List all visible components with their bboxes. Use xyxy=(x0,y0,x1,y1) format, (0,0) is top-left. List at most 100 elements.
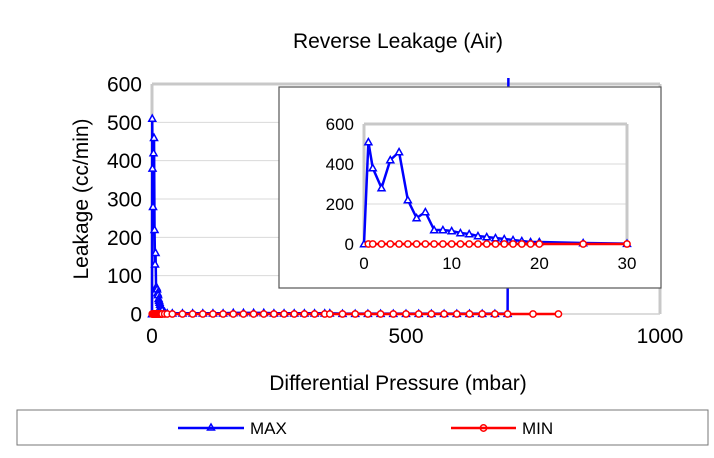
main-data-point-min xyxy=(270,310,278,318)
inset-data-point-max xyxy=(376,182,387,192)
inset-data-point-max xyxy=(464,228,474,238)
inset-data-point-min xyxy=(465,240,474,248)
inset-data-point-max xyxy=(394,146,404,156)
inset-x-tick-label: 10 xyxy=(442,254,461,273)
inset-data-point-min xyxy=(447,240,456,248)
inset-data-point-min xyxy=(579,240,588,248)
main-data-point-min xyxy=(427,310,436,318)
legend: MAX MIN xyxy=(16,409,709,446)
inset-data-point-min xyxy=(439,240,447,248)
x-axis-label: Differential Pressure (mbar) xyxy=(269,372,527,395)
inset-data-point-min xyxy=(395,240,403,248)
inset-data-point-min xyxy=(535,240,544,248)
inset-data-point-min xyxy=(526,240,535,248)
inset-data-point-min xyxy=(509,240,517,248)
inset-data-point-max xyxy=(455,227,466,237)
main-data-point-min xyxy=(239,310,248,318)
main-data-point-max xyxy=(150,247,161,257)
inset-data-point-max xyxy=(420,206,431,216)
legend-entry-min[interactable]: MIN xyxy=(451,419,553,438)
inset-data-point-max xyxy=(411,212,422,222)
main-y-tick-label: 400 xyxy=(107,150,142,173)
legend-entry-max[interactable]: MAX xyxy=(178,419,287,438)
main-data-point-min xyxy=(229,310,238,318)
main-data-point-min xyxy=(351,310,360,318)
inset-data-point-min xyxy=(623,240,631,248)
main-data-point-min xyxy=(554,310,563,318)
main-data-point-max xyxy=(148,201,158,211)
inset-data-point-max xyxy=(438,224,448,234)
inset-x-tick-label: 30 xyxy=(618,254,637,273)
inset-data-point-max xyxy=(473,230,483,240)
main-y-tick-label: 500 xyxy=(107,112,142,135)
chart-title: Reverse Leakage (Air) xyxy=(293,30,503,53)
main-data-point-min xyxy=(491,310,499,318)
main-data-point-min xyxy=(209,310,217,318)
inset-data-point-min xyxy=(491,240,500,248)
main-data-point-max xyxy=(149,132,159,142)
inset-data-point-min xyxy=(368,240,377,248)
inset-frame xyxy=(278,86,662,289)
main-data-point-min xyxy=(310,310,319,318)
inset-data-point-min xyxy=(421,240,430,248)
main-data-point-min xyxy=(389,310,398,318)
y-axis-label: Leakage (cc/min) xyxy=(70,118,93,279)
main-data-point-min xyxy=(188,310,197,318)
inset-data-point-max xyxy=(446,225,457,235)
main-data-point-min xyxy=(440,310,449,318)
main-data-point-min xyxy=(529,310,537,318)
main-data-point-max xyxy=(147,163,158,172)
main-data-point-min xyxy=(465,310,474,318)
main-data-point-min xyxy=(376,310,385,318)
inset-data-point-max xyxy=(481,231,492,241)
main-data-point-min xyxy=(414,310,423,318)
legend-max-triangle-icon xyxy=(206,422,216,431)
inset-y-tick-label: 400 xyxy=(326,155,354,174)
legend-min-circle-icon xyxy=(479,424,488,432)
main-y-tick-label: 200 xyxy=(107,227,142,250)
inset-data-point-min xyxy=(517,240,526,248)
inset-y-tick-label: 0 xyxy=(345,235,354,254)
main-y-tick-label: 300 xyxy=(107,189,142,212)
main-x-tick-label: 0 xyxy=(146,325,158,348)
main-data-point-min xyxy=(402,310,410,318)
main-data-point-min xyxy=(325,310,334,318)
main-y-tick-label: 100 xyxy=(107,265,142,288)
main-data-point-min xyxy=(259,310,268,318)
inset-data-point-min xyxy=(412,240,421,248)
main-data-point-min xyxy=(503,310,512,318)
inset-data-point-min xyxy=(377,240,386,248)
main-data-point-min xyxy=(364,310,372,318)
inset-y-tick-label: 200 xyxy=(326,195,354,214)
main-data-point-min xyxy=(338,310,347,318)
main-data-point-min xyxy=(478,310,487,318)
main-data-point-min xyxy=(198,310,207,318)
inset-data-point-min xyxy=(430,240,439,248)
legend-min-label: MIN xyxy=(522,419,553,438)
main-data-point-min xyxy=(178,310,187,318)
main-data-point-min xyxy=(290,310,299,318)
main-series-min xyxy=(148,310,563,318)
inset-data-point-max xyxy=(363,136,374,146)
inset-data-point-min xyxy=(474,240,482,248)
main-data-point-max xyxy=(148,147,159,157)
inset-series-min xyxy=(364,240,631,248)
main-x-tick-label: 1000 xyxy=(637,325,684,348)
inset-data-point-min xyxy=(500,240,509,248)
inset-data-point-max xyxy=(385,154,396,164)
main-data-point-min xyxy=(249,310,258,318)
main-data-point-min xyxy=(280,310,288,318)
main-data-point-min xyxy=(300,310,309,318)
inset-x-tick-label: 20 xyxy=(530,254,549,273)
main-x-tick-label: 500 xyxy=(388,325,423,348)
main-data-point-max xyxy=(147,113,158,123)
inset-y-tick-label: 600 xyxy=(326,115,354,134)
legend-box xyxy=(16,409,709,446)
inset-data-point-min xyxy=(482,240,491,248)
inset-data-point-min xyxy=(456,240,465,248)
inset-x-tick-label: 0 xyxy=(359,254,368,273)
inset-data-point-max xyxy=(429,224,439,234)
main-data-point-min xyxy=(168,310,177,318)
main-y-tick-label: 0 xyxy=(130,304,142,327)
